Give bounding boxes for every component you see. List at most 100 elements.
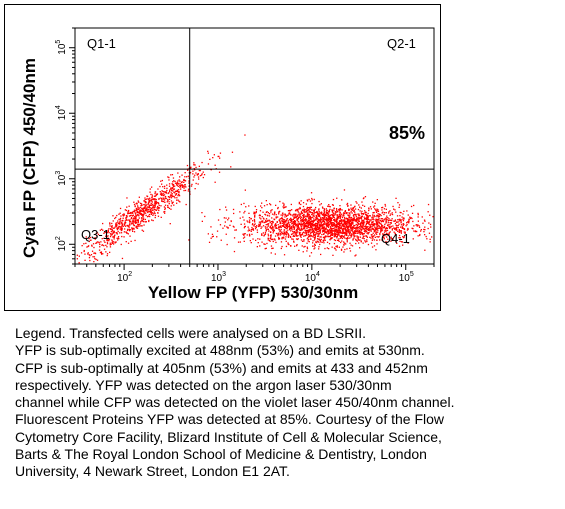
data-point: [118, 238, 120, 240]
data-point: [318, 200, 320, 203]
data-point: [393, 208, 395, 210]
data-point: [328, 204, 330, 206]
data-point: [233, 237, 236, 239]
data-point: [381, 229, 384, 231]
data-point: [103, 248, 106, 250]
data-point: [333, 236, 335, 238]
data-point: [137, 208, 140, 211]
data-point: [113, 241, 115, 243]
data-point: [207, 152, 209, 154]
data-point: [193, 176, 195, 178]
data-point: [403, 210, 405, 212]
data-point: [139, 210, 141, 212]
data-point: [369, 225, 372, 227]
data-point: [144, 206, 146, 208]
data-point: [203, 174, 206, 176]
data-point: [296, 235, 298, 237]
data-point: [335, 212, 337, 214]
data-point: [367, 212, 369, 215]
data-point: [370, 208, 372, 210]
data-point: [243, 227, 245, 229]
data-point: [318, 241, 320, 243]
data-point: [270, 237, 272, 239]
data-point: [298, 214, 300, 216]
data-point: [294, 221, 296, 223]
data-point: [184, 179, 186, 182]
data-point: [348, 223, 350, 225]
data-point: [402, 227, 404, 229]
data-point: [332, 215, 334, 217]
data-point: [306, 215, 308, 217]
data-point: [320, 241, 322, 243]
data-point: [376, 220, 378, 222]
data-point: [361, 232, 363, 234]
data-point: [385, 230, 387, 232]
data-point: [246, 234, 248, 236]
data-point: [137, 223, 139, 226]
data-point: [249, 221, 251, 224]
data-point: [251, 226, 253, 229]
data-point: [380, 228, 382, 230]
data-point: [327, 219, 329, 222]
data-point: [364, 221, 366, 223]
data-point: [359, 247, 361, 249]
data-point: [323, 208, 325, 210]
data-point: [173, 180, 175, 182]
data-point: [216, 230, 219, 232]
data-point: [356, 235, 358, 237]
data-point: [295, 216, 297, 218]
y-axis-label: Cyan FP (CFP) 450/40nm: [20, 58, 39, 258]
data-point: [330, 237, 332, 239]
data-point: [346, 220, 349, 222]
data-point: [122, 214, 124, 216]
data-point: [351, 209, 354, 211]
data-point: [112, 230, 114, 232]
data-point: [322, 240, 325, 242]
data-point: [291, 209, 293, 211]
data-point: [150, 210, 153, 212]
data-point: [336, 215, 338, 217]
data-point: [403, 217, 405, 219]
data-point: [309, 234, 311, 236]
data-point: [361, 229, 363, 231]
data-point: [275, 227, 278, 229]
data-point: [360, 218, 362, 220]
data-point: [401, 216, 403, 218]
data-point: [423, 231, 425, 233]
data-point: [314, 225, 316, 227]
data-point: [306, 206, 309, 209]
data-point: [337, 222, 339, 224]
data-point: [345, 224, 348, 226]
data-point: [309, 217, 312, 219]
data-point: [362, 204, 364, 206]
data-point: [160, 180, 162, 182]
data-point: [322, 227, 324, 229]
data-point: [333, 235, 336, 237]
data-point: [172, 201, 174, 203]
data-point: [304, 234, 306, 237]
data-point: [118, 225, 120, 228]
data-point: [377, 210, 380, 212]
data-point: [370, 230, 372, 232]
data-point: [354, 205, 356, 207]
data-point: [310, 229, 312, 231]
data-point: [370, 234, 372, 236]
data-point: [398, 223, 400, 225]
data-point: [389, 219, 391, 221]
data-point: [340, 226, 343, 228]
data-point: [268, 213, 271, 215]
data-point: [381, 209, 383, 211]
data-point: [293, 230, 296, 233]
data-point: [140, 214, 143, 216]
data-point: [366, 226, 368, 228]
data-point: [310, 211, 312, 214]
data-point: [383, 208, 386, 210]
data-point: [300, 234, 303, 236]
data-point: [373, 216, 375, 218]
data-point: [350, 204, 352, 206]
data-point: [372, 214, 374, 216]
data-point: [127, 228, 129, 230]
data-point: [134, 222, 137, 224]
data-point: [345, 233, 347, 235]
data-point: [153, 211, 155, 213]
